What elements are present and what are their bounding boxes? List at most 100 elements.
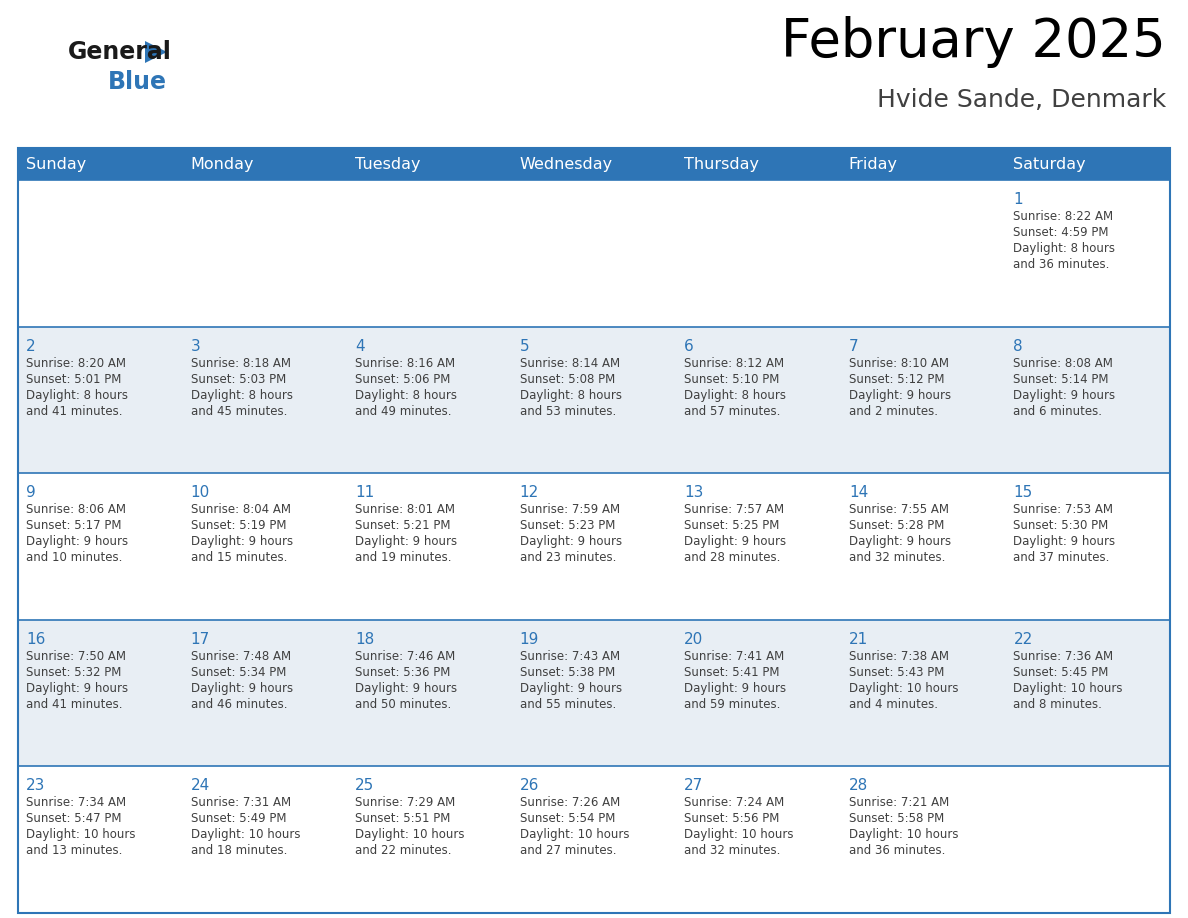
Text: and 13 minutes.: and 13 minutes.	[26, 845, 122, 857]
Text: Sunrise: 7:57 AM: Sunrise: 7:57 AM	[684, 503, 784, 516]
Text: Sunset: 5:51 PM: Sunset: 5:51 PM	[355, 812, 450, 825]
Text: Friday: Friday	[849, 156, 898, 172]
Text: Daylight: 8 hours: Daylight: 8 hours	[519, 388, 621, 401]
Text: Daylight: 9 hours: Daylight: 9 hours	[519, 535, 621, 548]
Text: Sunset: 5:08 PM: Sunset: 5:08 PM	[519, 373, 615, 386]
Text: Sunrise: 8:08 AM: Sunrise: 8:08 AM	[1013, 356, 1113, 370]
Text: Sunset: 5:45 PM: Sunset: 5:45 PM	[1013, 666, 1108, 678]
Text: 15: 15	[1013, 486, 1032, 500]
Text: Daylight: 10 hours: Daylight: 10 hours	[355, 828, 465, 842]
Text: 10: 10	[190, 486, 210, 500]
Text: 11: 11	[355, 486, 374, 500]
Text: Daylight: 10 hours: Daylight: 10 hours	[849, 828, 959, 842]
Text: 7: 7	[849, 339, 859, 353]
Text: Sunrise: 7:26 AM: Sunrise: 7:26 AM	[519, 797, 620, 810]
Text: and 23 minutes.: and 23 minutes.	[519, 551, 617, 565]
Text: and 53 minutes.: and 53 minutes.	[519, 405, 615, 418]
Text: Sunset: 5:47 PM: Sunset: 5:47 PM	[26, 812, 121, 825]
Text: 14: 14	[849, 486, 868, 500]
Text: Sunset: 5:03 PM: Sunset: 5:03 PM	[190, 373, 286, 386]
Text: Sunset: 5:41 PM: Sunset: 5:41 PM	[684, 666, 779, 678]
Text: Daylight: 9 hours: Daylight: 9 hours	[1013, 535, 1116, 548]
Text: and 45 minutes.: and 45 minutes.	[190, 405, 287, 418]
Bar	[347, 148, 512, 180]
Text: Sunset: 5:23 PM: Sunset: 5:23 PM	[519, 520, 615, 532]
Text: 13: 13	[684, 486, 703, 500]
Bar	[1005, 148, 1170, 180]
Text: Daylight: 9 hours: Daylight: 9 hours	[26, 535, 128, 548]
Text: Sunrise: 8:12 AM: Sunrise: 8:12 AM	[684, 356, 784, 370]
Text: Sunrise: 7:41 AM: Sunrise: 7:41 AM	[684, 650, 784, 663]
Text: Daylight: 10 hours: Daylight: 10 hours	[519, 828, 630, 842]
Text: Daylight: 9 hours: Daylight: 9 hours	[849, 388, 950, 401]
Bar	[676, 148, 841, 180]
Text: Daylight: 9 hours: Daylight: 9 hours	[26, 682, 128, 695]
Text: Sunset: 5:36 PM: Sunset: 5:36 PM	[355, 666, 450, 678]
Text: Sunset: 5:19 PM: Sunset: 5:19 PM	[190, 520, 286, 532]
Text: and 49 minutes.: and 49 minutes.	[355, 405, 451, 418]
Text: Hvide Sande, Denmark: Hvide Sande, Denmark	[877, 88, 1165, 112]
Text: Sunset: 5:43 PM: Sunset: 5:43 PM	[849, 666, 944, 678]
Bar	[18, 180, 1170, 327]
Text: Blue: Blue	[108, 70, 168, 94]
Text: and 32 minutes.: and 32 minutes.	[849, 551, 946, 565]
Text: February 2025: February 2025	[782, 16, 1165, 68]
Text: 17: 17	[190, 632, 210, 647]
Text: and 46 minutes.: and 46 minutes.	[190, 698, 287, 711]
Text: Sunset: 5:49 PM: Sunset: 5:49 PM	[190, 812, 286, 825]
Text: and 27 minutes.: and 27 minutes.	[519, 845, 617, 857]
Text: Sunrise: 7:59 AM: Sunrise: 7:59 AM	[519, 503, 620, 516]
Text: Sunset: 5:54 PM: Sunset: 5:54 PM	[519, 812, 615, 825]
Text: and 10 minutes.: and 10 minutes.	[26, 551, 122, 565]
Text: 2: 2	[26, 339, 36, 353]
Text: and 6 minutes.: and 6 minutes.	[1013, 405, 1102, 418]
Text: Sunset: 5:12 PM: Sunset: 5:12 PM	[849, 373, 944, 386]
Bar	[18, 473, 1170, 620]
Text: 16: 16	[26, 632, 45, 647]
Text: Sunset: 4:59 PM: Sunset: 4:59 PM	[1013, 226, 1108, 239]
Text: 6: 6	[684, 339, 694, 353]
Text: and 57 minutes.: and 57 minutes.	[684, 405, 781, 418]
Text: Daylight: 8 hours: Daylight: 8 hours	[26, 388, 128, 401]
Text: and 22 minutes.: and 22 minutes.	[355, 845, 451, 857]
Text: Daylight: 10 hours: Daylight: 10 hours	[190, 828, 301, 842]
Text: Sunset: 5:30 PM: Sunset: 5:30 PM	[1013, 520, 1108, 532]
Text: Sunrise: 7:29 AM: Sunrise: 7:29 AM	[355, 797, 455, 810]
Text: Sunset: 5:38 PM: Sunset: 5:38 PM	[519, 666, 615, 678]
Bar	[18, 148, 183, 180]
Text: Daylight: 8 hours: Daylight: 8 hours	[190, 388, 292, 401]
Text: 21: 21	[849, 632, 868, 647]
Text: and 50 minutes.: and 50 minutes.	[355, 698, 451, 711]
Text: Daylight: 8 hours: Daylight: 8 hours	[684, 388, 786, 401]
Text: 8: 8	[1013, 339, 1023, 353]
Bar	[18, 148, 1170, 913]
Text: Daylight: 9 hours: Daylight: 9 hours	[1013, 388, 1116, 401]
Text: and 15 minutes.: and 15 minutes.	[190, 551, 287, 565]
Text: 3: 3	[190, 339, 201, 353]
Text: Sunset: 5:06 PM: Sunset: 5:06 PM	[355, 373, 450, 386]
Text: Sunset: 5:10 PM: Sunset: 5:10 PM	[684, 373, 779, 386]
Text: Sunset: 5:56 PM: Sunset: 5:56 PM	[684, 812, 779, 825]
Text: Daylight: 9 hours: Daylight: 9 hours	[355, 535, 457, 548]
Text: 4: 4	[355, 339, 365, 353]
Text: Sunrise: 8:01 AM: Sunrise: 8:01 AM	[355, 503, 455, 516]
Text: Saturday: Saturday	[1013, 156, 1086, 172]
Text: Sunrise: 7:31 AM: Sunrise: 7:31 AM	[190, 797, 291, 810]
Text: Sunrise: 7:38 AM: Sunrise: 7:38 AM	[849, 650, 949, 663]
Text: Daylight: 9 hours: Daylight: 9 hours	[519, 682, 621, 695]
Polygon shape	[145, 41, 168, 63]
Bar	[18, 767, 1170, 913]
Text: Sunrise: 8:06 AM: Sunrise: 8:06 AM	[26, 503, 126, 516]
Text: Wednesday: Wednesday	[519, 156, 613, 172]
Text: 20: 20	[684, 632, 703, 647]
Text: Sunrise: 7:36 AM: Sunrise: 7:36 AM	[1013, 650, 1113, 663]
Text: and 19 minutes.: and 19 minutes.	[355, 551, 451, 565]
Text: 18: 18	[355, 632, 374, 647]
Text: and 55 minutes.: and 55 minutes.	[519, 698, 615, 711]
Text: Daylight: 8 hours: Daylight: 8 hours	[355, 388, 457, 401]
Text: and 4 minutes.: and 4 minutes.	[849, 698, 937, 711]
Text: Sunrise: 8:18 AM: Sunrise: 8:18 AM	[190, 356, 291, 370]
Text: Sunset: 5:14 PM: Sunset: 5:14 PM	[1013, 373, 1108, 386]
Text: Daylight: 10 hours: Daylight: 10 hours	[684, 828, 794, 842]
Bar	[841, 148, 1005, 180]
